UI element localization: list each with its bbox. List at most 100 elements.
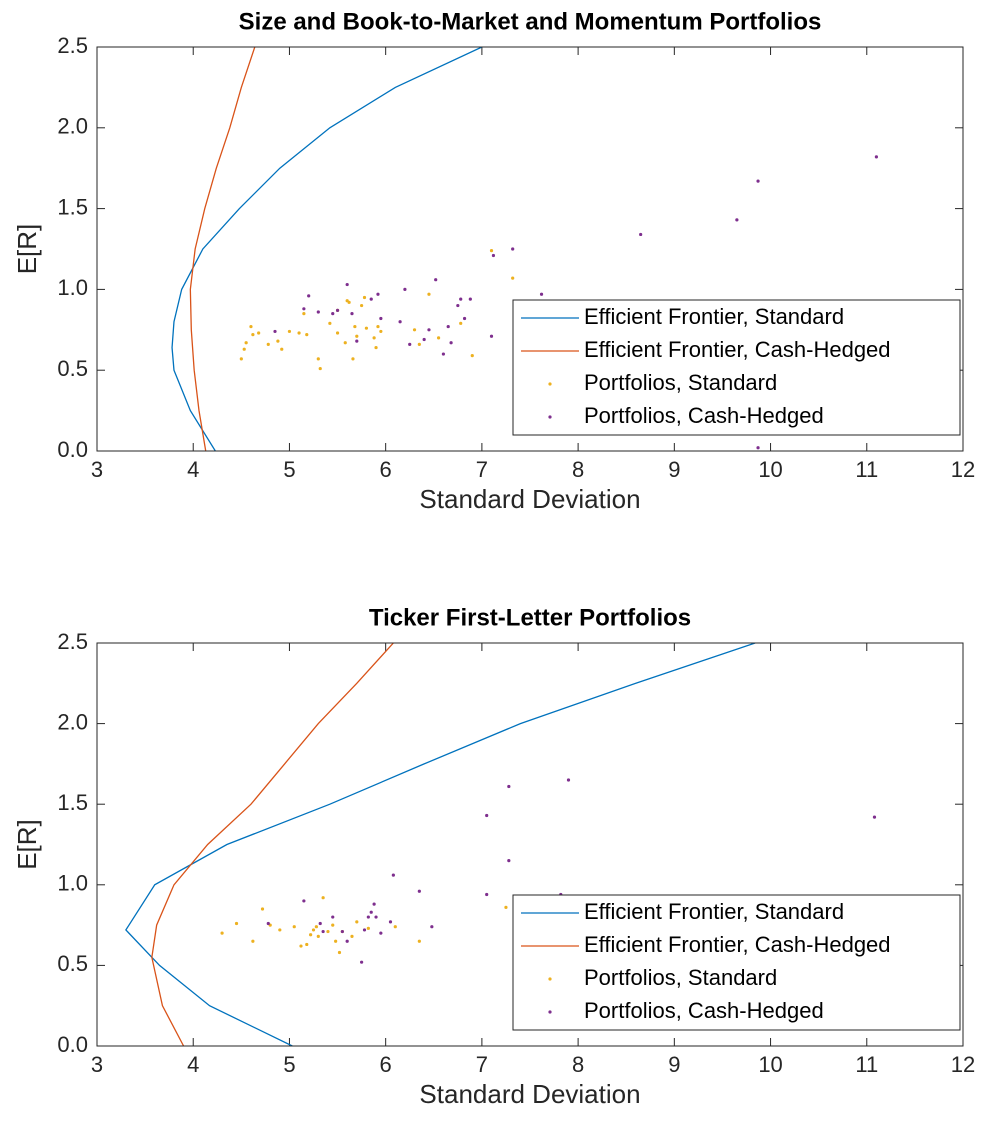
portfolio-point — [318, 921, 322, 926]
portfolio-point — [756, 179, 760, 183]
subplot: 3 4 5 6 7 8 9 10 11 12 0.0 0.5 1.0 1.5 2.0 2.5 Ticker Fi… — [12, 604, 975, 1109]
x-axis-label: Standard Deviation — [419, 484, 640, 514]
legend: Efficient Frontier, Standard Efficient Fr… — [512, 894, 961, 1031]
portfolio-point — [260, 907, 265, 911]
portfolio-point — [302, 899, 306, 903]
portfolio-point — [350, 312, 354, 316]
portfolio-point — [302, 312, 306, 316]
legend-label: Efficient Frontier, Cash-Hedged — [584, 932, 891, 957]
x-tick-label: 5 — [283, 1052, 295, 1077]
portfolio-point — [449, 341, 453, 345]
portfolio-point — [374, 345, 378, 350]
portfolio-point — [364, 326, 369, 330]
portfolio-point — [335, 331, 340, 335]
portfolio-point — [485, 892, 489, 897]
portfolio-point — [345, 282, 349, 287]
y-tick-label: 1.0 — [57, 275, 88, 300]
portfolio-point — [328, 321, 332, 325]
y-tick-label: 2.5 — [57, 629, 88, 654]
portfolio-point — [273, 329, 277, 334]
portfolio-point — [331, 923, 335, 927]
x-tick-label: 5 — [283, 457, 295, 482]
frontier-line — [125, 643, 756, 1046]
x-tick-label: 12 — [951, 1052, 975, 1077]
portfolio-point — [307, 294, 311, 298]
portfolio-point — [366, 915, 370, 919]
x-tick-label: 12 — [951, 457, 975, 482]
x-tick-label: 9 — [668, 1052, 680, 1077]
x-tick-label: 6 — [380, 457, 392, 482]
x-axis-label: Standard Deviation — [419, 1079, 640, 1109]
portfolio-point — [511, 276, 515, 280]
portfolio-point — [297, 331, 301, 335]
portfolio-point — [376, 324, 380, 329]
portfolio-point — [337, 950, 342, 955]
portfolio-point — [347, 300, 351, 304]
portfolio-point — [507, 859, 511, 863]
portfolio-point — [321, 929, 325, 934]
portfolio-point — [374, 915, 378, 919]
data-layer — [171, 47, 879, 451]
subplot: 3 4 5 6 7 8 9 10 11 12 0.0 0.5 1.0 1.5 2.0 2.5 Size and … — [12, 8, 975, 514]
y-tick-label: 0.5 — [57, 356, 88, 381]
legend-label: Efficient Frontier, Standard — [584, 899, 844, 924]
portfolio-point — [446, 324, 450, 329]
portfolio-point — [372, 902, 376, 906]
portfolio-point — [434, 278, 438, 282]
x-tick-label: 10 — [758, 457, 782, 482]
portfolio-point — [427, 292, 431, 296]
portfolio-point — [417, 939, 421, 943]
legend-label: Efficient Frontier, Cash-Hedged — [584, 337, 891, 362]
portfolio-point — [266, 921, 270, 926]
portfolio-point — [360, 303, 364, 308]
portfolio-point — [735, 218, 739, 222]
portfolio-point — [305, 333, 309, 337]
y-tick-label: 1.0 — [57, 871, 88, 896]
portfolio-point — [362, 928, 367, 932]
chart-title: Size and Book-to-Market and Momentum Por… — [239, 8, 822, 35]
x-tick-label: 3 — [91, 457, 103, 482]
y-tick-label: 1.5 — [57, 194, 88, 219]
portfolio-point — [441, 352, 445, 356]
y-tick-label: 2.5 — [57, 33, 88, 58]
portfolio-point — [566, 778, 571, 782]
portfolio-point — [485, 813, 489, 818]
portfolio-point — [408, 342, 412, 346]
portfolio-point — [266, 342, 270, 346]
portfolio-point — [305, 942, 309, 947]
x-tick-label: 3 — [91, 1052, 103, 1077]
portfolio-point — [351, 357, 355, 361]
portfolio-point — [639, 232, 643, 237]
portfolio-point — [311, 928, 316, 932]
portfolio-point — [436, 336, 441, 340]
portfolio-point — [489, 334, 494, 338]
portfolio-point — [539, 292, 544, 296]
x-tick-label: 8 — [572, 457, 584, 482]
portfolio-point — [422, 337, 426, 342]
portfolio-point — [244, 341, 248, 345]
portfolio-point — [756, 446, 760, 450]
portfolio-point — [334, 939, 338, 943]
portfolio-point — [456, 303, 460, 308]
portfolio-point — [335, 308, 340, 313]
legend-box — [512, 894, 961, 1031]
portfolio-point — [388, 920, 393, 924]
portfolio-point — [278, 928, 282, 932]
legend-swatch — [548, 415, 552, 419]
frontier-line — [189, 47, 256, 451]
y-tick-label: 0.0 — [57, 1032, 88, 1057]
portfolio-point — [459, 321, 463, 325]
legend-label: Portfolios, Cash-Hedged — [584, 403, 824, 428]
portfolio-point — [369, 910, 373, 914]
x-tick-label: 6 — [380, 1052, 392, 1077]
chart-title: Ticker First-Letter Portfolios — [369, 604, 691, 631]
portfolio-point — [316, 310, 320, 314]
portfolio-point — [340, 929, 344, 934]
portfolio-point — [309, 933, 313, 937]
portfolio-point — [355, 920, 359, 924]
x-tick-label: 11 — [855, 457, 878, 482]
portfolio-point — [372, 336, 376, 340]
y-tick-label: 2.0 — [57, 709, 88, 734]
portfolio-point — [251, 939, 255, 943]
